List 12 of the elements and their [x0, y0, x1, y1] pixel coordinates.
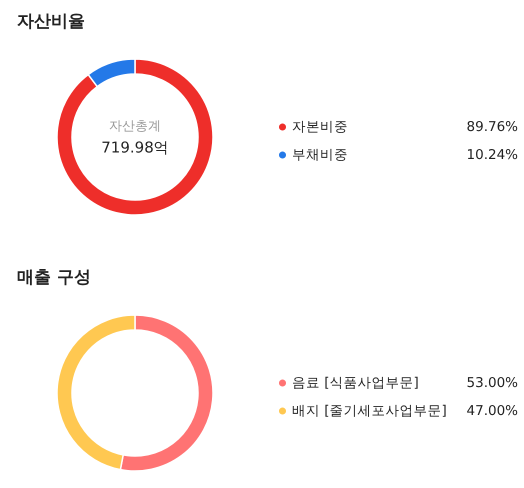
text: 자산총계: [109, 119, 161, 134]
chart-title: 자산비율: [17, 12, 85, 32]
data-label: 53.00%: [466, 375, 518, 391]
legend-label: 자본비중: [292, 119, 348, 135]
legend-label: 음료 [식품사업부문]: [292, 375, 419, 391]
legend-label: 배지 [줄기세포사업부문]: [292, 403, 447, 419]
data-label: 10.24%: [466, 147, 518, 163]
data-label: 89.76%: [466, 119, 518, 135]
text: 719.98억: [101, 138, 169, 156]
chart-title: 매출 구성: [17, 268, 91, 288]
data-label: 47.00%: [466, 403, 518, 419]
legend-label: 부채비중: [292, 147, 348, 163]
